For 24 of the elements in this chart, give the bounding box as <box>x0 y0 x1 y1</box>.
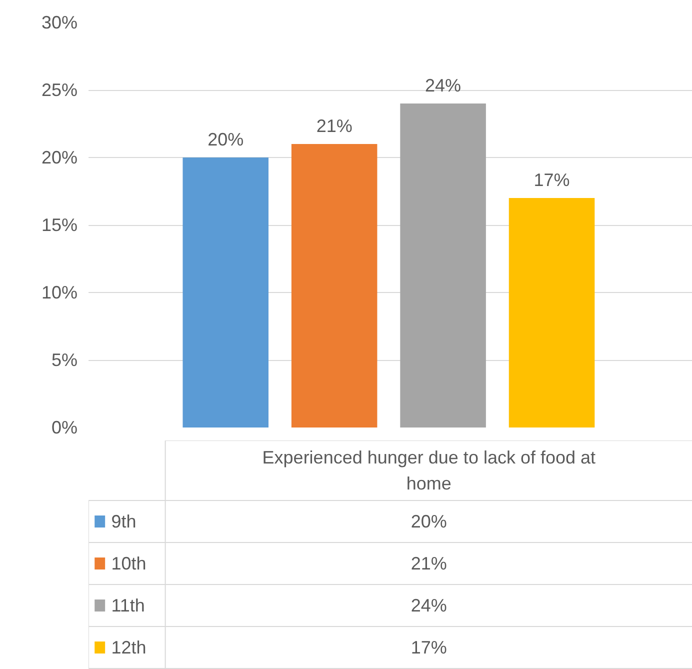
x-tick-label: Experienced hunger due to lack of food at home <box>262 448 596 494</box>
text: 24% <box>410 596 447 616</box>
legend-label: 11th <box>111 596 145 616</box>
data-label: 20% <box>208 130 244 150</box>
y-tick-label: 30% <box>41 12 78 32</box>
y-tick-label: 15% <box>41 215 78 235</box>
legend-label: 12th <box>111 638 146 658</box>
y-tick-label: 20% <box>41 148 78 168</box>
text: 21% <box>410 554 447 574</box>
text: 20% <box>410 512 447 532</box>
y-tick-label: 0% <box>51 418 78 438</box>
data-label: 24% <box>425 76 462 96</box>
bar <box>400 104 486 428</box>
data-label: 21% <box>316 116 352 136</box>
text: 17% <box>410 638 447 658</box>
y-tick-label: 10% <box>41 282 78 302</box>
y-tick-label: 5% <box>51 350 78 370</box>
data-label: 17% <box>534 170 570 190</box>
legend-label: 9th <box>111 512 136 532</box>
y-tick-label: 25% <box>41 80 78 100</box>
bar <box>291 144 378 428</box>
bar <box>508 198 595 428</box>
legend-label: 10th <box>111 554 146 574</box>
bar <box>182 158 268 428</box>
